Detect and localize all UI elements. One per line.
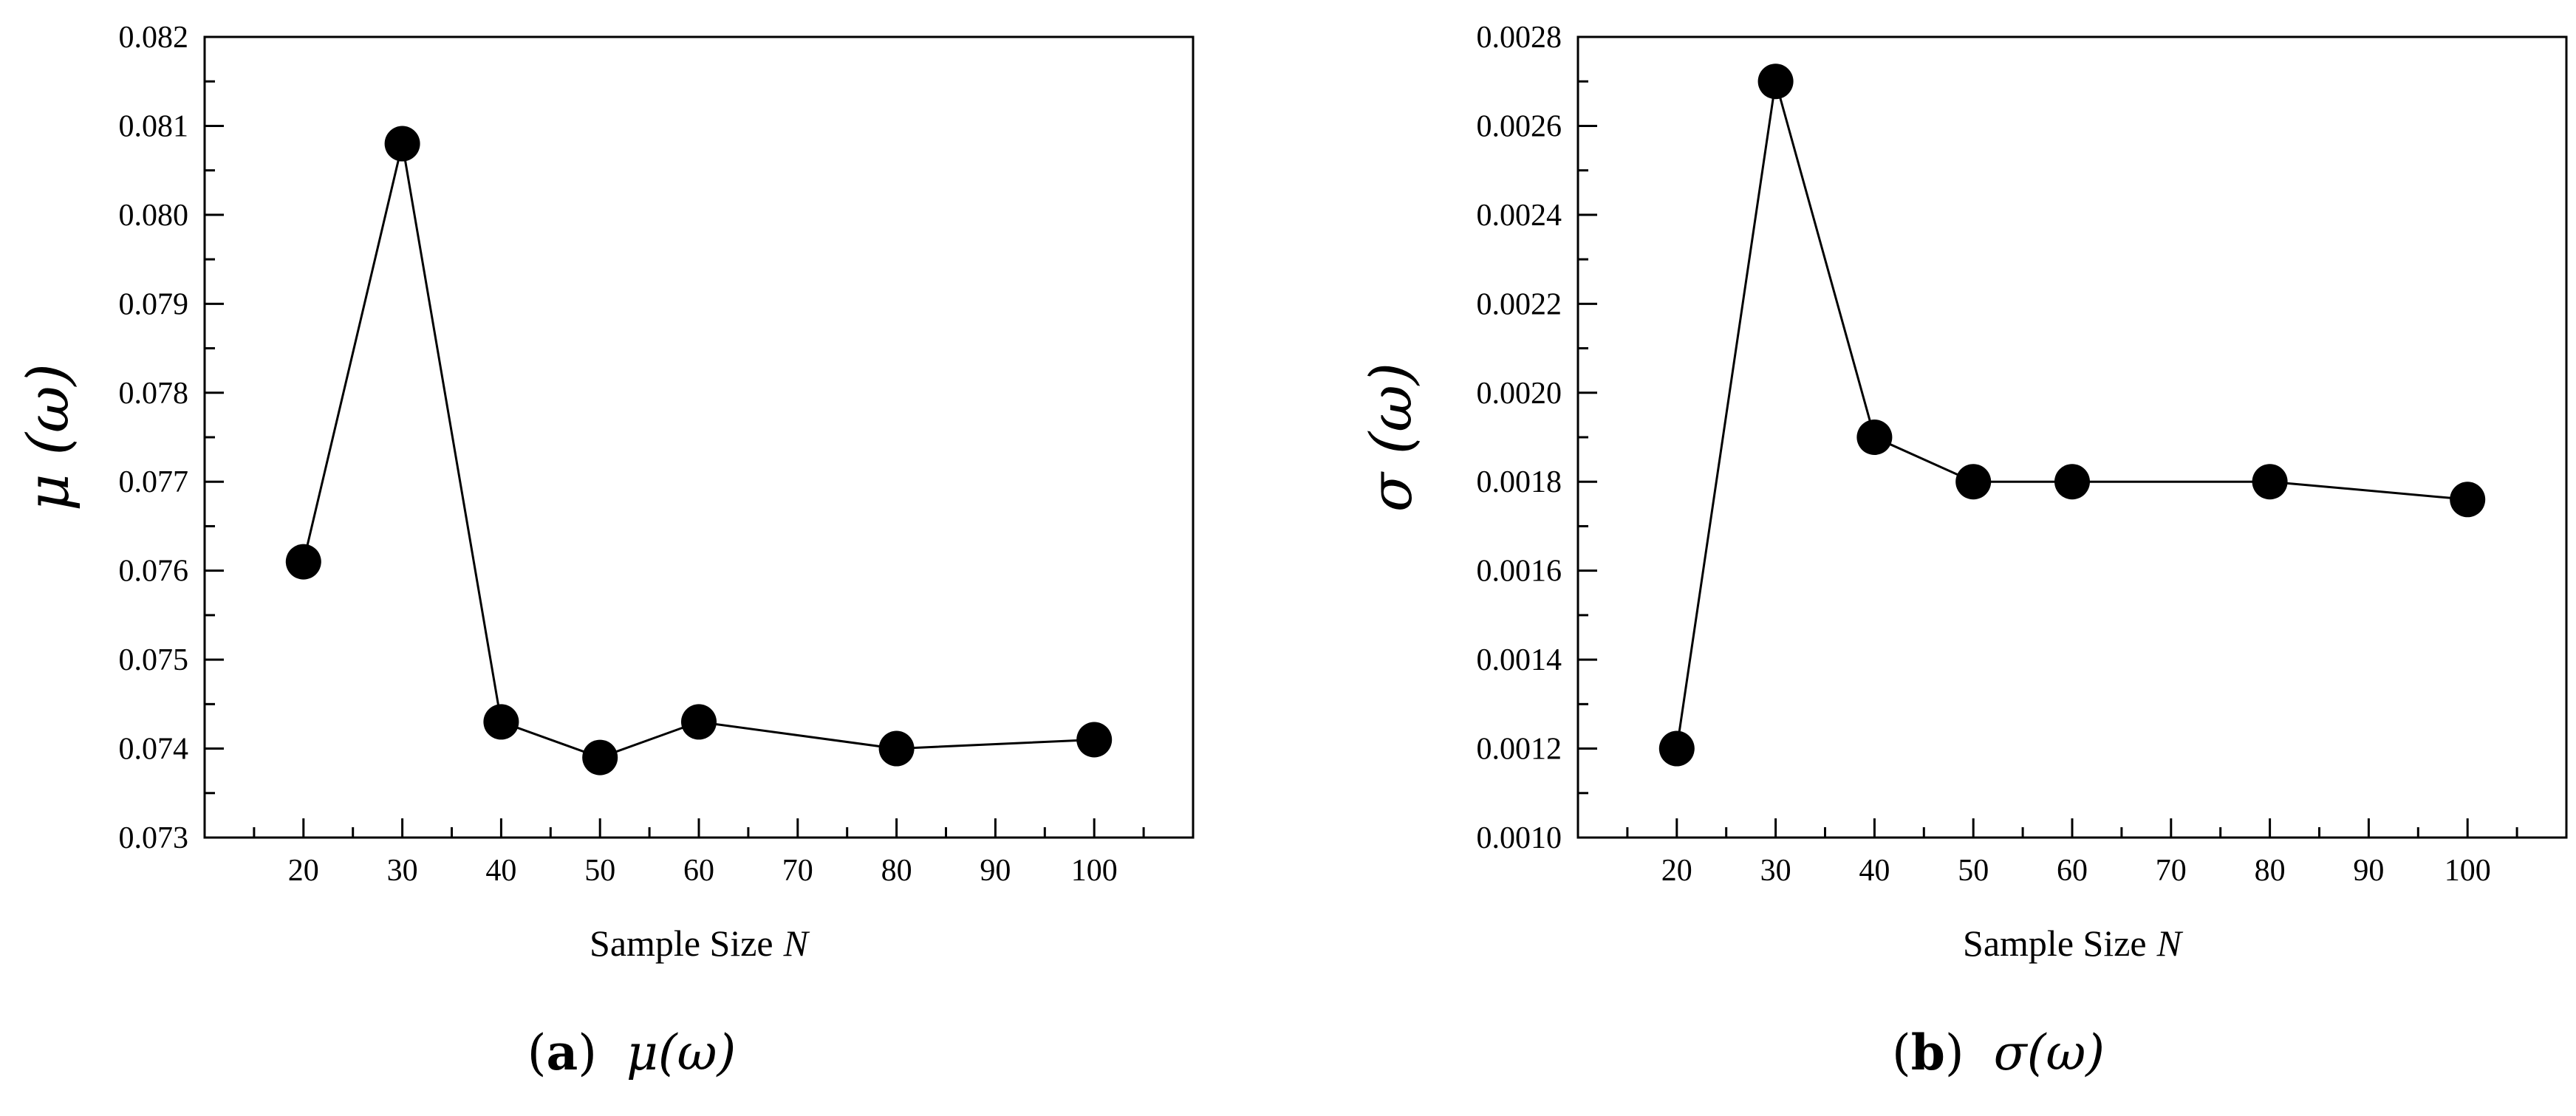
x-tick-label: 20 xyxy=(288,854,319,888)
x-tick-label: 60 xyxy=(683,854,714,888)
caption-paren-close: ) xyxy=(1945,1024,1964,1081)
x-tick-label: 50 xyxy=(1958,854,1989,888)
x-tick-label: 20 xyxy=(1661,854,1692,888)
data-point xyxy=(1757,64,1794,100)
data-point xyxy=(1955,464,1992,500)
y-tick-label: 0.075 xyxy=(119,643,189,677)
series-line xyxy=(302,143,1095,759)
x-tick-label: 70 xyxy=(782,854,813,888)
caption-paren-open: ( xyxy=(1892,1024,1911,1081)
data-point xyxy=(483,704,519,740)
caption-paren-close: ) xyxy=(578,1024,597,1081)
x-tick-label: 30 xyxy=(1760,854,1791,888)
y-tick-label: 0.0018 xyxy=(1477,465,1562,499)
y-tick-label: 0.078 xyxy=(119,377,189,411)
data-point xyxy=(384,126,420,162)
y-tick-label: 0.079 xyxy=(119,287,189,321)
x-tick-label: 50 xyxy=(584,854,615,888)
chart-b: 0.0010 0.0012 0.0014 0.0016 0.0018 0.0020 0.00… xyxy=(1359,21,2568,1081)
data-point xyxy=(1076,722,1113,758)
x-tick-label: 70 xyxy=(2156,854,2187,888)
x-tick-label: 100 xyxy=(1071,854,1118,888)
y-tick-label: 0.0016 xyxy=(1477,555,1562,589)
x-axis-title: Sample Size N xyxy=(590,922,810,964)
x-axis-title: Sample Size N xyxy=(1963,922,2184,964)
x-tick-label: 80 xyxy=(881,854,912,888)
y-tick-label: 0.073 xyxy=(119,821,189,855)
subfigure-caption: (b) σ(ω) xyxy=(1892,1024,2105,1081)
caption-expression: σ(ω) xyxy=(1994,1024,2105,1081)
subfigure-caption: (a) μ(ω) xyxy=(527,1024,736,1081)
x-axis-title-text: Sample Size xyxy=(590,922,773,964)
data-point xyxy=(1658,730,1695,767)
data-point xyxy=(2252,464,2288,500)
x-tick-label: 90 xyxy=(980,854,1011,888)
y-tick-label: 0.0026 xyxy=(1477,109,1562,143)
x-axis-title-text: Sample Size xyxy=(1963,922,2147,964)
x-tick-label: 30 xyxy=(387,854,418,888)
data-point xyxy=(2054,464,2090,500)
plot-frame xyxy=(1576,35,2568,839)
y-tick-label: 0.082 xyxy=(119,21,189,55)
chart-a: 0.073 0.074 0.075 0.076 0.077 0.078 0.079 0.080… xyxy=(16,21,1195,1081)
data-point xyxy=(2450,482,2486,518)
x-axis-title-var: N xyxy=(2156,922,2184,964)
data-point xyxy=(582,739,618,776)
data-point xyxy=(681,704,717,740)
y-tick-label: 0.0022 xyxy=(1477,287,1562,321)
y-axis-title: μ (ω) xyxy=(16,363,82,511)
caption-expression: μ(ω) xyxy=(626,1024,736,1081)
data-point xyxy=(285,544,321,580)
y-tick-label: 0.074 xyxy=(119,733,189,767)
caption-tag: a xyxy=(547,1024,578,1081)
data-point xyxy=(1856,420,1893,455)
y-tick-label: 0.076 xyxy=(119,555,189,589)
x-tick-label: 100 xyxy=(2445,854,2491,888)
x-tick-label: 40 xyxy=(1859,854,1890,888)
y-tick-label: 0.077 xyxy=(119,465,189,499)
data-point xyxy=(878,730,915,767)
y-tick-label: 0.0024 xyxy=(1477,199,1562,233)
x-axis-title-var: N xyxy=(783,922,810,964)
caption-paren-open: ( xyxy=(527,1024,547,1081)
series-line xyxy=(1675,81,2468,749)
y-tick-label: 0.0014 xyxy=(1477,643,1562,677)
x-tick-label: 40 xyxy=(485,854,516,888)
x-tick-label: 60 xyxy=(2057,854,2088,888)
x-tick-label: 90 xyxy=(2353,854,2384,888)
caption-tag: b xyxy=(1911,1024,1945,1081)
y-tick-label: 0.080 xyxy=(119,199,189,233)
y-tick-label: 0.081 xyxy=(119,109,189,143)
x-tick-label: 80 xyxy=(2255,854,2286,888)
y-axis-title: σ (ω) xyxy=(1359,363,1425,513)
y-tick-label: 0.0020 xyxy=(1477,377,1562,411)
y-tick-label: 0.0012 xyxy=(1477,733,1562,767)
y-tick-label: 0.0028 xyxy=(1477,21,1562,55)
y-tick-label: 0.0010 xyxy=(1477,821,1562,855)
